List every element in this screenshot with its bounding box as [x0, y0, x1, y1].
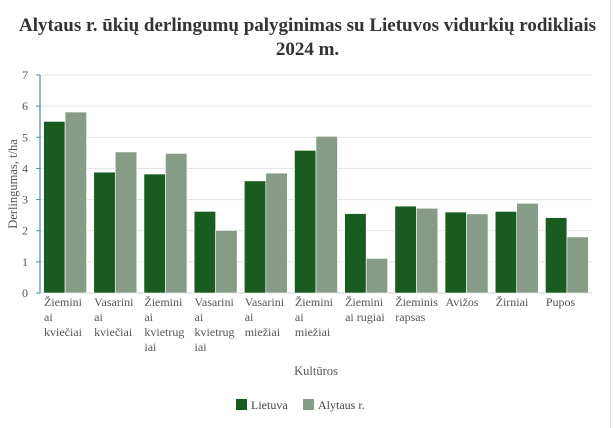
bar-alytus — [165, 153, 188, 294]
bar-alytus — [365, 258, 388, 294]
y-tick-label: 7 — [22, 68, 28, 82]
x-tick-label: kviečiai — [44, 325, 83, 339]
y-tick-label: 3 — [22, 193, 28, 207]
legend-label: Lietuva — [251, 398, 288, 412]
x-tick-label: Žieminis — [395, 295, 438, 309]
bar-alytus — [315, 136, 338, 294]
y-tick-label: 1 — [22, 255, 28, 269]
bar-lietuva — [43, 121, 66, 294]
x-tick-label: Žirniai — [496, 295, 529, 309]
x-axis-title: Kultūros — [294, 364, 338, 378]
x-tick-label: Vasarini — [245, 295, 285, 309]
y-tick-label: 5 — [22, 130, 28, 144]
bar-lietuva — [344, 213, 367, 294]
bar-alytus — [265, 172, 288, 294]
x-tick-label: ai — [195, 310, 204, 324]
bar-alytus — [516, 203, 539, 294]
x-tick-label: Vasarini — [94, 295, 134, 309]
bar-alytus — [466, 213, 489, 294]
chart-title: Alytaus r. ūkių derlingumų palyginimas s… — [18, 15, 597, 60]
x-tick-label: ai — [94, 310, 103, 324]
bar-alytus — [416, 207, 439, 294]
x-tick-label: ai — [44, 310, 53, 324]
y-axis-title: Derlingumas, t/ha — [6, 139, 20, 229]
x-tick-label: Avižos — [445, 295, 478, 309]
bar-alytus — [566, 236, 589, 294]
x-tick-label: ai — [144, 310, 153, 324]
x-tick-label: Žiemini — [295, 295, 334, 309]
bar-lietuva — [545, 217, 568, 294]
x-tick-label: kviečiai — [94, 325, 133, 339]
bar-lietuva — [294, 150, 317, 294]
legend-label: Alytaus r. — [318, 398, 365, 412]
bar-alytus — [64, 111, 87, 294]
x-tick-label: ai rugiai — [345, 310, 385, 324]
bar-lietuva — [143, 173, 166, 294]
bar-lietuva — [93, 171, 116, 294]
x-tick-label: iai — [195, 340, 208, 354]
bar-alytus — [114, 151, 138, 294]
legend-swatch — [236, 399, 247, 410]
x-tick-label: ai — [245, 310, 254, 324]
x-tick-label: Vasarini — [195, 295, 235, 309]
bar-lietuva — [444, 211, 467, 294]
y-tick-label: 2 — [22, 224, 28, 238]
y-tick-label: 6 — [22, 99, 28, 113]
y-tick-label: 0 — [22, 286, 28, 300]
legend-swatch — [303, 399, 314, 410]
x-tick-label: Pupos — [546, 295, 576, 309]
bar-alytus — [215, 230, 238, 294]
x-tick-label: Žiemini — [345, 295, 384, 309]
x-tick-label: iai — [144, 340, 157, 354]
x-tick-label: miežiai — [245, 325, 281, 339]
bar-lietuva — [193, 211, 216, 294]
x-tick-label: kvietrug — [144, 325, 184, 339]
bar-lietuva — [394, 205, 417, 294]
x-tick-label: Žiemini — [44, 295, 83, 309]
bar-lietuva — [244, 180, 267, 294]
x-tick-label: miežiai — [295, 325, 331, 339]
bar-lietuva — [494, 211, 518, 294]
x-tick-label: rapsas — [395, 310, 425, 324]
y-tick-label: 4 — [22, 161, 28, 175]
panel-edge — [610, 0, 611, 428]
x-tick-label: kvietrug — [195, 325, 235, 339]
x-tick-label: Žiemini — [144, 295, 183, 309]
x-tick-label: ai — [295, 310, 304, 324]
